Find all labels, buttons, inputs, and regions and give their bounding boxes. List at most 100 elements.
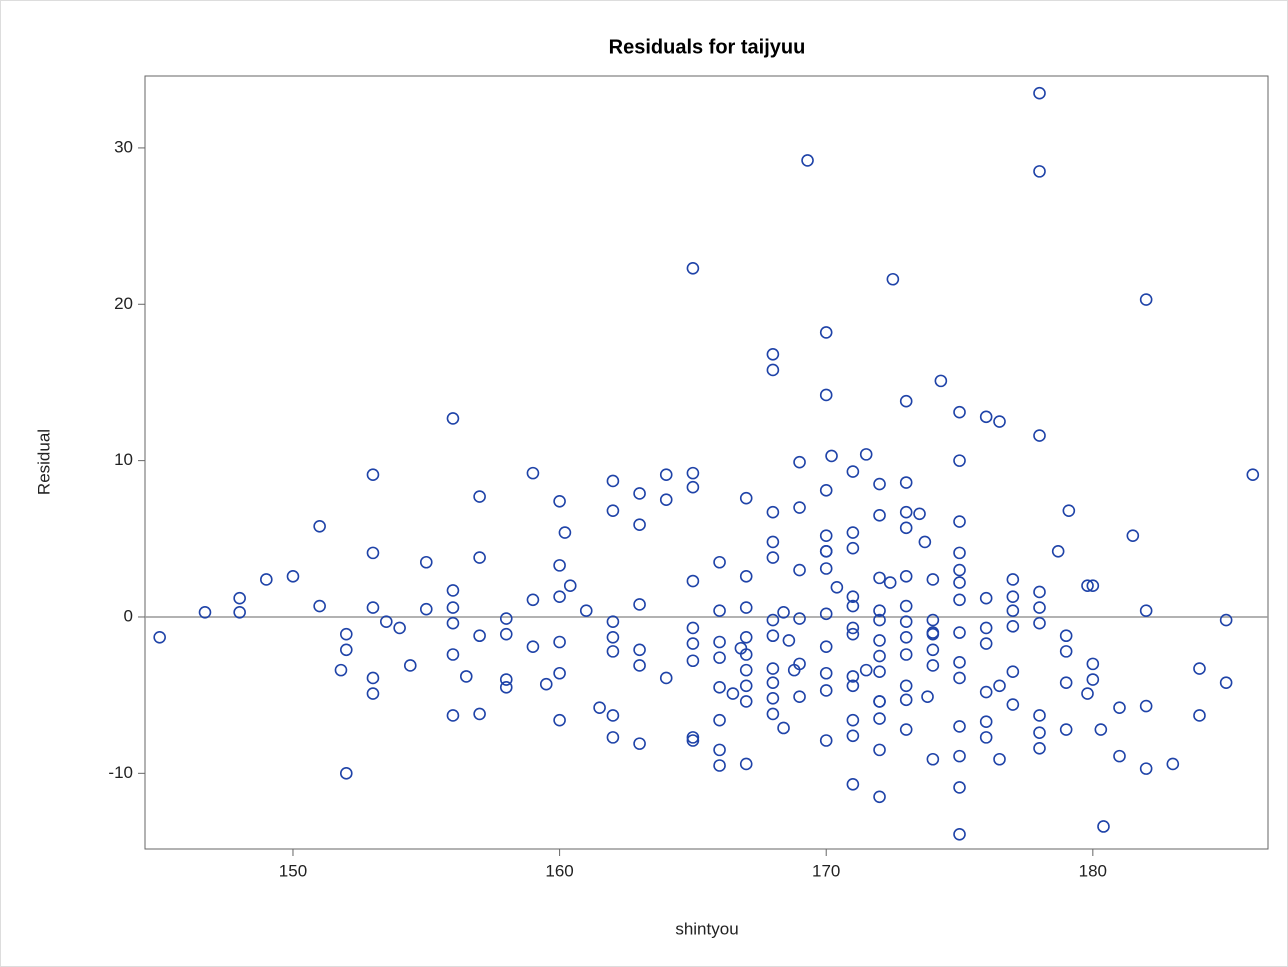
- point: [499, 612, 513, 625]
- point: [846, 777, 860, 791]
- point: [1081, 687, 1094, 700]
- point: [846, 679, 860, 693]
- point: [979, 621, 993, 635]
- point: [713, 604, 726, 618]
- point: [1006, 573, 1020, 586]
- point: [979, 637, 993, 650]
- point: [499, 681, 513, 694]
- point: [446, 616, 460, 630]
- point: [899, 723, 913, 736]
- y-tick-label: 10: [114, 450, 133, 469]
- point: [1246, 468, 1260, 481]
- point: [339, 767, 353, 780]
- point: [979, 410, 993, 424]
- point: [526, 466, 540, 480]
- point: [339, 643, 353, 657]
- point: [686, 637, 700, 650]
- point: [859, 448, 873, 461]
- point: [286, 570, 300, 583]
- point: [459, 670, 473, 683]
- point: [846, 621, 860, 635]
- point: [1059, 723, 1073, 736]
- point: [739, 757, 753, 771]
- point: [553, 635, 566, 649]
- point: [873, 695, 886, 708]
- point: [873, 712, 886, 725]
- y-axis-label: Residual: [34, 429, 53, 495]
- point: [953, 405, 966, 419]
- point: [579, 604, 593, 618]
- point: [979, 731, 993, 744]
- point: [1139, 699, 1153, 713]
- point: [819, 484, 833, 497]
- point: [1113, 701, 1126, 714]
- point: [979, 715, 993, 729]
- point: [606, 645, 620, 658]
- point: [633, 487, 646, 500]
- point: [473, 490, 486, 503]
- point: [686, 731, 700, 744]
- point: [1139, 762, 1153, 775]
- point: [558, 526, 572, 539]
- point: [686, 654, 700, 668]
- point: [953, 576, 966, 589]
- point: [873, 649, 886, 663]
- point: [1033, 742, 1046, 755]
- point: [766, 348, 780, 361]
- point: [782, 634, 796, 647]
- point: [334, 663, 348, 677]
- point: [473, 551, 486, 564]
- point: [846, 713, 860, 727]
- x-tick-label: 160: [545, 861, 573, 880]
- point: [873, 634, 886, 647]
- point: [313, 519, 326, 533]
- point: [766, 535, 780, 549]
- point: [393, 621, 406, 635]
- point: [1113, 749, 1126, 763]
- point: [419, 602, 433, 616]
- point: [899, 394, 913, 408]
- point: [918, 535, 932, 549]
- point: [846, 590, 860, 603]
- y-tick-label: 20: [114, 294, 133, 313]
- point: [766, 551, 780, 564]
- point: [446, 709, 460, 722]
- point: [899, 693, 913, 707]
- point: [633, 598, 646, 611]
- point: [819, 640, 833, 653]
- point: [553, 590, 566, 603]
- point: [1139, 604, 1153, 618]
- point: [366, 671, 380, 685]
- point: [1051, 545, 1065, 558]
- point: [1062, 504, 1076, 517]
- point: [819, 684, 833, 697]
- point: [713, 713, 726, 727]
- point: [830, 580, 844, 594]
- point: [953, 454, 966, 467]
- point: [801, 154, 814, 167]
- point: [739, 570, 753, 583]
- point: [993, 752, 1006, 766]
- point: [339, 627, 353, 641]
- x-tick-label: 180: [1079, 861, 1107, 880]
- point: [979, 685, 993, 699]
- point: [606, 709, 620, 722]
- point: [993, 415, 1006, 428]
- point: [1059, 629, 1073, 643]
- point: [819, 734, 833, 747]
- point: [499, 673, 513, 686]
- point: [633, 518, 646, 532]
- point: [1006, 604, 1020, 618]
- point: [686, 466, 700, 480]
- point: [366, 601, 380, 614]
- point: [953, 749, 966, 763]
- point: [539, 677, 553, 691]
- point: [686, 734, 700, 747]
- point: [260, 573, 273, 586]
- point: [926, 659, 940, 672]
- point: [766, 662, 780, 675]
- point: [825, 449, 838, 463]
- point: [899, 570, 913, 583]
